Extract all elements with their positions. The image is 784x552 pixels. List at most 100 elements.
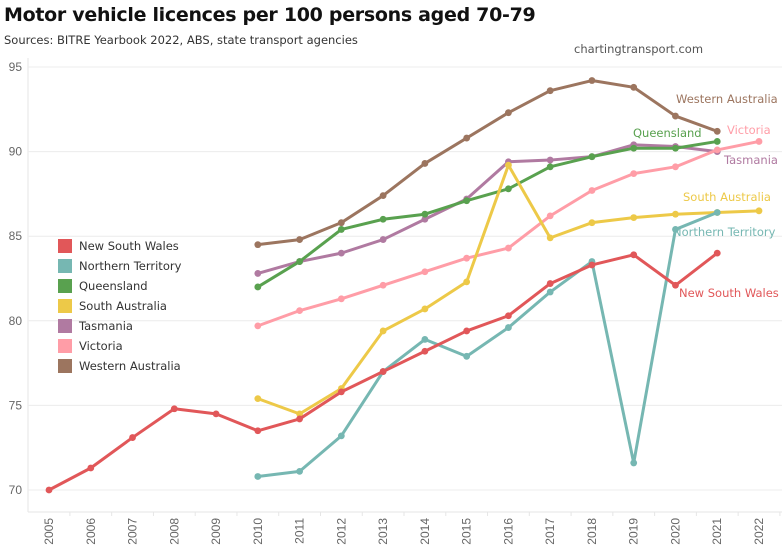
- data-point: [379, 327, 387, 335]
- data-point: [672, 112, 679, 120]
- x-tick-label: 2013: [376, 518, 390, 545]
- data-point: [463, 327, 471, 335]
- x-tick-label: 2006: [84, 518, 98, 545]
- data-point: [296, 236, 303, 243]
- x-tick-label: 2008: [167, 518, 181, 545]
- legend-item[interactable]: Victoria: [58, 336, 181, 356]
- data-point: [713, 249, 721, 257]
- data-point: [254, 395, 262, 403]
- legend-label: Queensland: [79, 279, 148, 293]
- data-point: [296, 410, 303, 418]
- data-point: [254, 241, 262, 249]
- legend-label: Western Australia: [79, 359, 181, 373]
- data-point: [254, 427, 262, 435]
- data-point: [546, 212, 554, 220]
- legend-swatch: [58, 359, 72, 373]
- data-point: [672, 281, 679, 289]
- y-axis: 70 75 80 85 90 95: [9, 60, 23, 497]
- data-point: [546, 163, 554, 171]
- data-point: [421, 210, 429, 218]
- series-end-label: Tasmania: [723, 153, 778, 167]
- data-point: [379, 192, 387, 199]
- legend-swatch: [58, 279, 72, 293]
- series-end-label: Victoria: [727, 123, 771, 137]
- x-tick-label: 2015: [460, 518, 474, 545]
- series-victoria: [254, 138, 763, 330]
- data-point: [421, 215, 429, 223]
- legend-item[interactable]: New South Wales: [58, 236, 181, 256]
- series-queensland: [254, 138, 721, 291]
- data-point: [588, 219, 596, 227]
- data-point: [755, 207, 763, 215]
- data-point: [337, 295, 345, 303]
- y-tick-label: 95: [9, 60, 23, 74]
- data-point: [672, 144, 679, 152]
- legend: New South Wales Northern Territory Queen…: [58, 236, 181, 376]
- data-point: [296, 467, 303, 475]
- chart-subtitle: Sources: BITRE Yearbook 2022, ABS, state…: [4, 33, 358, 47]
- data-point: [672, 210, 679, 218]
- x-axis: 2005 2006 2007 2008 2009 2010 2011 2012 2013 2014…: [42, 512, 781, 545]
- data-point: [546, 288, 554, 296]
- data-point: [463, 352, 471, 360]
- data-point: [254, 283, 262, 291]
- y-tick-label: 75: [9, 398, 23, 412]
- data-point: [630, 83, 638, 91]
- legend-label: South Australia: [79, 299, 167, 313]
- legend-item[interactable]: Northern Territory: [58, 256, 181, 276]
- x-tick-label: 2021: [710, 518, 724, 545]
- x-tick-label: 2016: [501, 518, 515, 545]
- data-point: [713, 146, 721, 154]
- data-point: [337, 249, 345, 257]
- data-point: [379, 215, 387, 223]
- data-point: [296, 307, 303, 315]
- data-point: [337, 226, 345, 233]
- x-tick-label: 2022: [752, 518, 766, 545]
- series-tasmania: [254, 141, 721, 277]
- legend-item[interactable]: Queensland: [58, 276, 181, 296]
- credit-text: chartingtransport.com: [574, 42, 704, 56]
- data-point: [546, 156, 554, 164]
- y-tick-label: 70: [9, 483, 23, 497]
- legend-swatch: [58, 339, 72, 353]
- data-point: [505, 324, 512, 331]
- legend-label: Northern Territory: [79, 259, 182, 273]
- data-point: [421, 336, 429, 343]
- data-point: [421, 268, 429, 276]
- x-tick-label: 2012: [334, 518, 348, 545]
- legend-swatch: [58, 299, 72, 313]
- legend-item[interactable]: Western Australia: [58, 356, 181, 376]
- legend-label: New South Wales: [79, 239, 179, 253]
- data-point: [45, 486, 53, 494]
- y-tick-label: 90: [9, 145, 23, 159]
- data-point: [713, 127, 721, 135]
- data-point: [630, 214, 638, 221]
- data-point: [463, 134, 471, 142]
- data-point: [296, 258, 303, 265]
- legend-item[interactable]: Tasmania: [58, 316, 181, 336]
- x-tick-label: 2009: [209, 518, 223, 545]
- series-end-label: Queensland: [633, 126, 702, 140]
- data-point: [630, 459, 638, 467]
- data-point: [588, 187, 596, 194]
- data-point: [463, 254, 471, 262]
- data-point: [421, 305, 429, 313]
- x-tick-label: 2019: [627, 518, 641, 545]
- x-tick-label: 2017: [543, 518, 557, 545]
- data-point: [630, 144, 638, 152]
- data-point: [463, 278, 471, 286]
- data-point: [672, 226, 679, 233]
- data-point: [421, 347, 429, 355]
- data-point: [588, 153, 596, 161]
- series-end-label: Western Australia: [676, 92, 778, 106]
- legend-swatch: [58, 239, 72, 253]
- series-end-label: South Australia: [683, 190, 771, 204]
- chart-title: Motor vehicle licences per 100 persons a…: [4, 4, 536, 26]
- series-line: [256, 139, 719, 289]
- data-point: [672, 163, 679, 171]
- data-point: [254, 473, 262, 480]
- x-tick-label: 2011: [293, 518, 307, 544]
- data-point: [379, 236, 387, 243]
- legend-item[interactable]: South Australia: [58, 296, 181, 316]
